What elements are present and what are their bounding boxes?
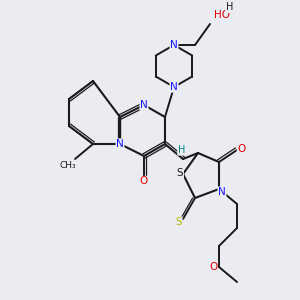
Text: H: H (226, 2, 233, 13)
Text: O: O (237, 143, 246, 154)
Text: HO: HO (214, 10, 230, 20)
Text: CH₃: CH₃ (59, 160, 76, 169)
Text: O: O (140, 176, 148, 187)
Text: N: N (218, 187, 226, 197)
Text: O: O (209, 262, 217, 272)
Text: N: N (170, 82, 178, 92)
Text: S: S (175, 217, 182, 227)
Text: H: H (178, 145, 185, 155)
Text: N: N (116, 139, 124, 149)
Text: N: N (170, 40, 178, 50)
Text: S: S (177, 167, 183, 178)
Text: N: N (140, 100, 148, 110)
